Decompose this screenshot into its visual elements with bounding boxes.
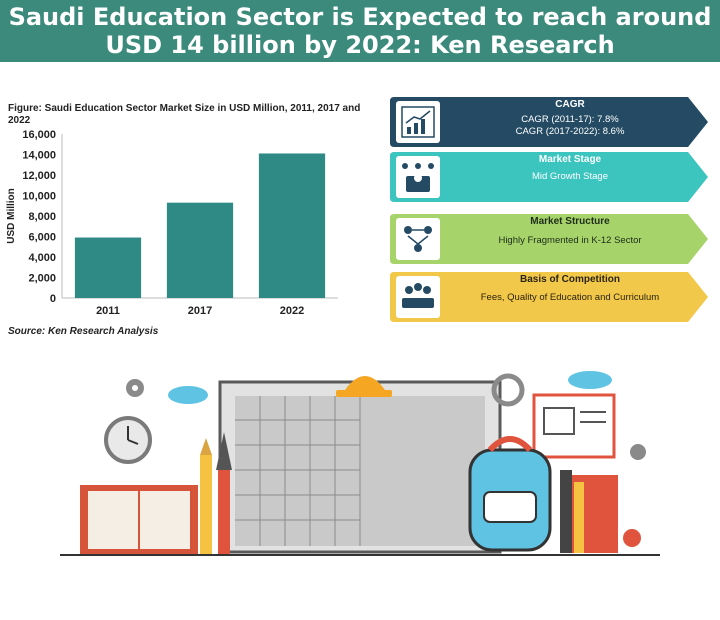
x-tick-label: 2022	[280, 305, 304, 317]
cloud-icon-right	[568, 371, 612, 389]
cloud-icon	[168, 386, 208, 404]
market-structure-card: Market Structure Highly Fragmented in K-…	[388, 212, 710, 266]
banner-title-line1: Saudi Education Sector is Expected to re…	[8, 3, 712, 31]
banner-title-line2: USD 14 billion by 2022: Ken Research	[105, 31, 615, 59]
presenter-icon	[396, 156, 440, 198]
market-stage-card: Market Stage Mid Growth Stage	[388, 150, 710, 204]
cagr-card-line1: CAGR (2011-17): 7.8%	[521, 114, 619, 125]
y-tick-label: 4,000	[28, 252, 56, 264]
y-tick-label: 2,000	[28, 273, 56, 285]
bar-2017	[166, 202, 234, 298]
clock-icon	[104, 416, 152, 464]
x-tick-label: 2017	[188, 305, 212, 317]
market-stage-card-shape	[390, 152, 708, 202]
easel-board-icon	[532, 393, 616, 459]
market-stage-card-line1: Mid Growth Stage	[531, 171, 609, 182]
cagr-card-line2: CAGR (2017-2022): 8.6%	[515, 126, 625, 137]
cagr-card-shape	[390, 97, 708, 147]
pencil-icon	[200, 438, 212, 555]
gear-icon-small	[630, 444, 646, 460]
gear-icon-right	[491, 373, 525, 407]
y-tick-label: 0	[50, 293, 56, 305]
apple-icon	[623, 529, 641, 547]
network-people-icon	[396, 218, 440, 260]
pen-icon	[216, 432, 232, 555]
market-structure-card-shape	[390, 214, 708, 264]
backpack-icon	[468, 436, 552, 552]
y-tick-label: 14,000	[22, 150, 56, 162]
y-tick-label: 10,000	[22, 191, 56, 203]
education-illustration	[60, 371, 660, 556]
bar-2022	[258, 153, 326, 298]
market-stage-card-title: Market Stage	[538, 154, 602, 165]
growth-chart-icon	[396, 101, 440, 143]
y-axis-label: USD Million	[6, 188, 17, 244]
y-tick-label: 16,000	[22, 129, 56, 141]
books-icon	[560, 470, 618, 553]
gear-icon	[126, 379, 144, 397]
notebook-icon	[80, 485, 198, 555]
x-tick-label: 2011	[96, 305, 120, 317]
basis-of-competition-card-title: Basis of Competition	[519, 274, 620, 285]
whiteboard-grid	[218, 380, 502, 554]
market-structure-card-line1: Highly Fragmented in K-12 Sector	[498, 235, 642, 246]
y-tick-label: 12,000	[22, 170, 56, 182]
cagr-card-title: CAGR	[555, 99, 585, 110]
market-size-bar-chart: 0 2,000 4,000 6,000 8,000 10,000 12,000 14,000 1…	[6, 129, 338, 317]
y-tick-label: 6,000	[28, 232, 56, 244]
basis-of-competition-card-line1: Fees, Quality of Education and Curriculu…	[480, 292, 660, 303]
basis-of-competition-card-shape	[390, 272, 708, 322]
cagr-card: CAGR CAGR (2011-17): 7.8% CAGR (2017-202…	[388, 95, 710, 149]
group-meeting-icon	[396, 276, 440, 318]
bar-2011	[74, 237, 142, 298]
figure-title: Figure: Saudi Education Sector Market Si…	[8, 103, 361, 126]
source-note: Source: Ken Research Analysis	[8, 326, 159, 337]
market-structure-card-title: Market Structure	[530, 216, 610, 227]
y-tick-label: 8,000	[28, 211, 56, 223]
basis-of-competition-card: Basis of Competition Fees, Quality of Ed…	[388, 270, 710, 324]
title-banner: Saudi Education Sector is Expected to re…	[0, 0, 720, 62]
hard-hat-icon	[336, 376, 392, 397]
